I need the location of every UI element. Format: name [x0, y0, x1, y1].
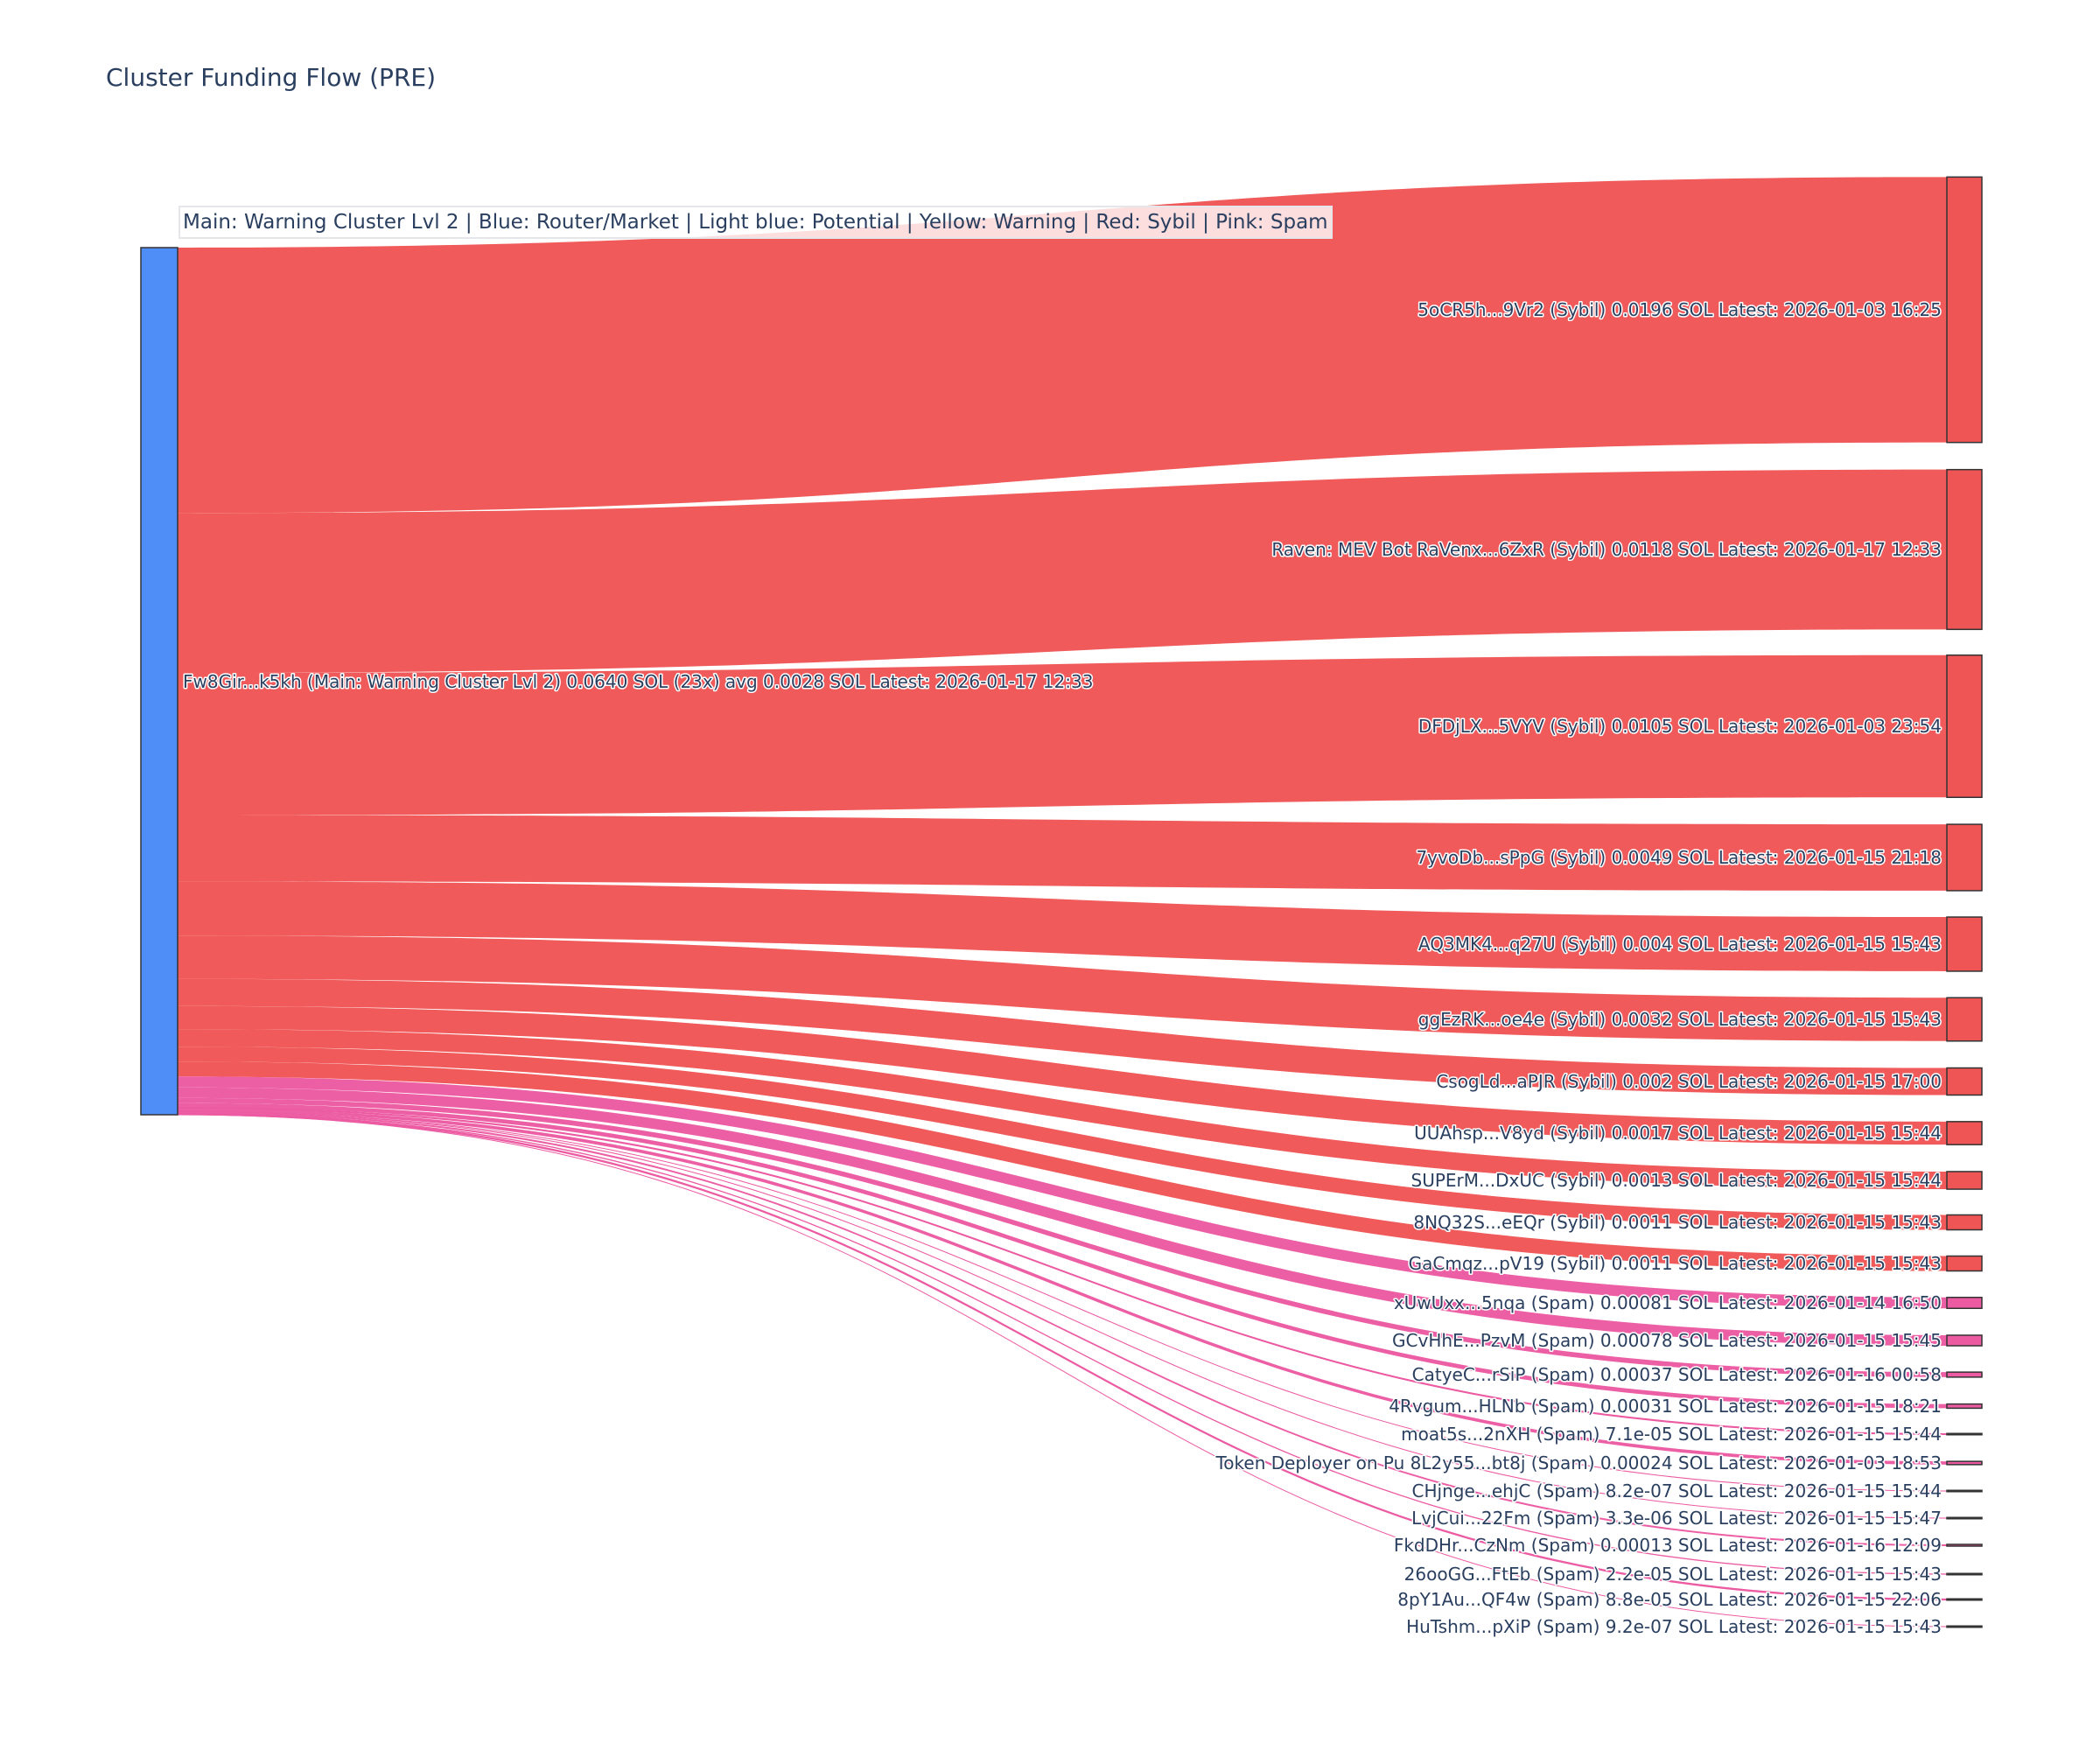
- target-node-label: FkdDHr...CzNm (Spam) 0.00013 SOL Latest:…: [1394, 1535, 1942, 1556]
- target-node-19[interactable]: [1946, 1544, 1983, 1547]
- flow-link-8[interactable]: [178, 1029, 1947, 1190]
- target-node-20[interactable]: [1946, 1572, 1983, 1576]
- target-node-label: Token Deployer on Pu 8L2y55...bt8j (Spam…: [1214, 1452, 1942, 1474]
- target-node-21[interactable]: [1946, 1598, 1983, 1601]
- target-node-17[interactable]: [1946, 1489, 1983, 1493]
- target-node-9[interactable]: [1946, 1214, 1983, 1231]
- flow-link-14[interactable]: [178, 1102, 1947, 1409]
- target-node-label: xUwUxx...5nqa (Spam) 0.00081 SOL Latest:…: [1394, 1292, 1942, 1313]
- target-node-2[interactable]: [1946, 654, 1983, 799]
- target-node-label: ggEzRK...oe4e (Sybil) 0.0032 SOL Latest:…: [1418, 1009, 1942, 1030]
- target-node-label: GCvHhE...PzvM (Spam) 0.00078 SOL Latest:…: [1392, 1330, 1942, 1351]
- target-node-3[interactable]: [1946, 823, 1983, 892]
- target-node-label: LvjCui...22Fm (Spam) 3.3e-06 SOL Latest:…: [1411, 1508, 1942, 1529]
- target-node-label: GaCmqz...pV19 (Sybil) 0.0011 SOL Latest:…: [1409, 1253, 1942, 1274]
- flow-link-2[interactable]: [178, 654, 1947, 816]
- flow-link-1[interactable]: [178, 469, 1947, 674]
- target-node-13[interactable]: [1946, 1371, 1983, 1378]
- flow-link-10[interactable]: [178, 1061, 1947, 1271]
- labels-layer: 5oCR5h...9Vr2 (Sybil) 0.0196 SOL Latest:…: [182, 298, 1943, 1639]
- target-node-15[interactable]: [1946, 1432, 1983, 1436]
- target-node-10[interactable]: [1946, 1255, 1983, 1272]
- target-node-16[interactable]: [1946, 1460, 1983, 1466]
- flow-link-5[interactable]: [178, 935, 1947, 1041]
- chart-title: Cluster Funding Flow (PRE): [106, 63, 437, 92]
- flow-link-6[interactable]: [178, 978, 1947, 1096]
- target-node-14[interactable]: [1946, 1403, 1983, 1410]
- flow-link-13[interactable]: [178, 1097, 1947, 1377]
- target-node-label: 7yvoDb...sPpG (Sybil) 0.0049 SOL Latest:…: [1416, 847, 1942, 868]
- target-node-7[interactable]: [1946, 1121, 1983, 1145]
- flow-link-19[interactable]: [178, 1111, 1947, 1547]
- target-node-6[interactable]: [1946, 1067, 1983, 1096]
- target-node-11[interactable]: [1946, 1296, 1983, 1310]
- source-node-label: Fw8Gir...k5kh (Main: Warning Cluster Lvl…: [183, 671, 1093, 692]
- target-node-label: CHjnge...ehjC (Spam) 8.2e-07 SOL Latest:…: [1412, 1480, 1942, 1502]
- flow-link-0[interactable]: [178, 177, 1947, 514]
- target-node-label: Raven: MEV Bot RaVenx...6ZxR (Sybil) 0.0…: [1271, 539, 1942, 560]
- target-node-label: 4Rvgum...HLNb (Spam) 0.00031 SOL Latest:…: [1389, 1396, 1942, 1417]
- target-node-label: 8NQ32S...eEQr (Sybil) 0.0011 SOL Latest:…: [1413, 1212, 1942, 1233]
- target-node-label: DFDjLX...5VYV (Sybil) 0.0105 SOL Latest:…: [1418, 716, 1942, 737]
- target-node-label: UUAhsp...V8yd (Sybil) 0.0017 SOL Latest:…: [1414, 1123, 1942, 1144]
- target-node-0[interactable]: [1946, 176, 1983, 444]
- target-node-label: moat5s...2nXH (Spam) 7.1e-05 SOL Latest:…: [1401, 1424, 1942, 1445]
- flow-link-3[interactable]: [178, 815, 1947, 891]
- target-node-5[interactable]: [1946, 997, 1983, 1042]
- flow-link-7[interactable]: [178, 1005, 1947, 1145]
- target-node-label: AQ3MK4...q27U (Sybil) 0.004 SOL Latest: …: [1418, 934, 1942, 955]
- target-node-label: 8pY1Au...QF4w (Spam) 8.8e-05 SOL Latest:…: [1397, 1589, 1942, 1610]
- target-node-label: HuTshm...pXiP (Spam) 9.2e-07 SOL Latest:…: [1406, 1616, 1942, 1637]
- target-node-label: 26ooGG...FtEb (Spam) 2.2e-05 SOL Latest:…: [1404, 1564, 1942, 1585]
- target-node-1[interactable]: [1946, 468, 1983, 631]
- target-node-label: CsogLd...aPJR (Sybil) 0.002 SOL Latest: …: [1436, 1071, 1942, 1092]
- flow-link-12[interactable]: [178, 1087, 1947, 1347]
- flow-link-16[interactable]: [178, 1108, 1947, 1465]
- target-node-12[interactable]: [1946, 1334, 1983, 1347]
- target-node-label: CatyeC...rSiP (Spam) 0.00037 SOL Latest:…: [1412, 1364, 1942, 1385]
- target-node-4[interactable]: [1946, 916, 1983, 972]
- source-node[interactable]: [140, 247, 178, 1116]
- flow-link-9[interactable]: [178, 1046, 1947, 1230]
- nodes-layer: [140, 176, 1983, 1628]
- flow-link-11[interactable]: [178, 1076, 1947, 1309]
- target-node-label: 5oCR5h...9Vr2 (Sybil) 0.0196 SOL Latest:…: [1418, 299, 1942, 320]
- flow-link-4[interactable]: [178, 881, 1947, 971]
- legend-annotation: Main: Warning Cluster Lvl 2 | Blue: Rout…: [178, 206, 1333, 239]
- target-node-22[interactable]: [1946, 1625, 1983, 1628]
- target-node-18[interactable]: [1946, 1516, 1983, 1520]
- links-layer: [177, 177, 1948, 1628]
- target-node-label: SUPErM...DxUC (Sybil) 0.0013 SOL Latest:…: [1411, 1170, 1942, 1191]
- target-node-8[interactable]: [1946, 1171, 1983, 1190]
